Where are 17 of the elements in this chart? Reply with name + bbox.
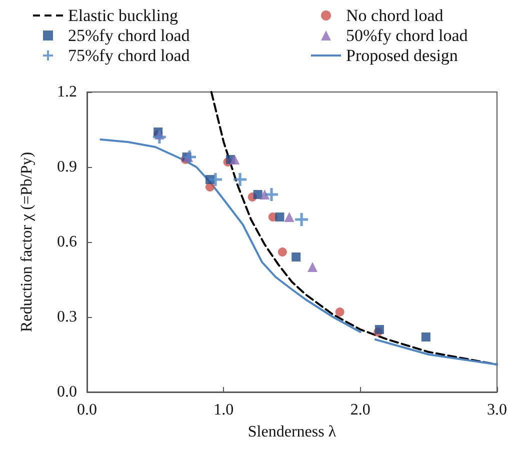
y-tick-label: 1.2 bbox=[57, 84, 77, 100]
legend-label: No chord load bbox=[346, 6, 444, 25]
y-tick-label: 0.0 bbox=[57, 384, 77, 400]
x-tick-label: 3.0 bbox=[487, 402, 507, 418]
x-axis-title: Slenderness λ bbox=[248, 424, 336, 440]
y-tick-label: 0.6 bbox=[57, 234, 77, 250]
legend-label: 75%fy chord load bbox=[68, 46, 190, 65]
x-tick-label: 0.0 bbox=[77, 402, 97, 418]
y-tick-label: 0.3 bbox=[57, 308, 77, 326]
x-tick-label: 1.0 bbox=[214, 402, 234, 418]
x-tick-label: 2.0 bbox=[350, 402, 370, 418]
legend-label: 25%fy chord load bbox=[68, 26, 190, 45]
legend-label: 50%fy chord load bbox=[346, 26, 468, 45]
y-tick-label: 0.9 bbox=[57, 158, 77, 176]
legend-label: Elastic buckling bbox=[68, 6, 178, 25]
legend-label: Proposed design bbox=[346, 46, 458, 65]
y-axis-title: Reduction factor χ (=Pb/Py) bbox=[18, 152, 36, 332]
